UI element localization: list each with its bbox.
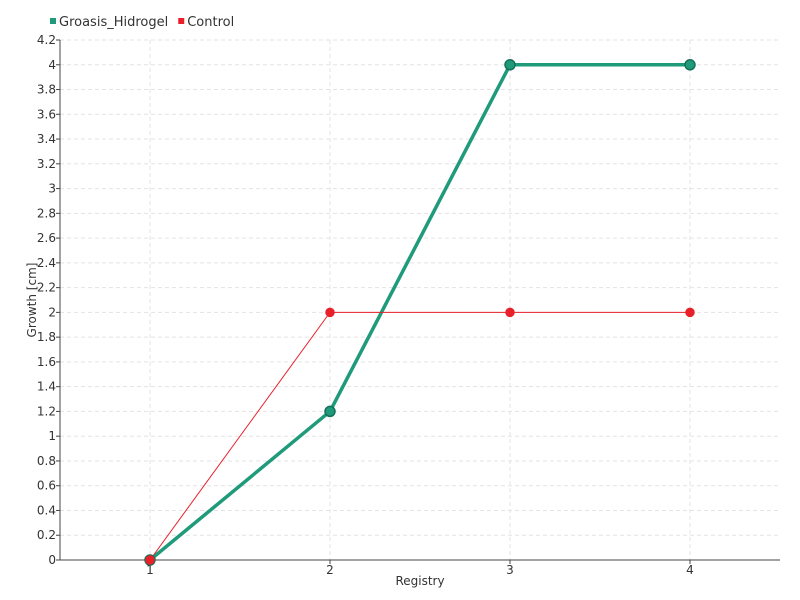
- grid-lines: [60, 39, 780, 560]
- y-tick-label: 3.4: [37, 132, 56, 146]
- y-tick-label: 3.6: [37, 107, 56, 121]
- y-tick-label: 1.4: [37, 380, 56, 394]
- y-tick-label: 0.6: [37, 479, 56, 493]
- series-line-groasis-hidrogel: [148, 63, 692, 562]
- y-tick-label: 1.8: [37, 330, 56, 344]
- y-axis-title: Growth [cm]: [25, 263, 39, 338]
- x-axis-title: Registry: [395, 574, 444, 588]
- y-tick-label: 2.6: [37, 231, 56, 245]
- y-tick-label: 2.2: [37, 281, 56, 295]
- y-tick-label: 1: [48, 429, 56, 443]
- data-point-groasis-hidrogel: [504, 59, 516, 71]
- x-tick-label: 4: [686, 563, 694, 577]
- data-point-control: [325, 307, 335, 318]
- y-tick-label: 0.2: [37, 528, 56, 542]
- x-tick-label: 1: [146, 563, 154, 577]
- series-lines: [144, 59, 696, 566]
- y-tick-label: 4.2: [37, 33, 56, 47]
- y-tick-label: 3.2: [37, 157, 56, 171]
- y-tick-label: 1.2: [37, 404, 56, 418]
- x-tick-label: 2: [326, 563, 334, 577]
- y-tick-labels: 0 0.2 0.4 0.6 0.8 1 1.2 1.4 1.6 1.8 2 2.2 2.4 2.6 2.8 3…: [37, 33, 60, 567]
- y-tick-label: 1.6: [37, 355, 56, 369]
- axes: [59, 40, 780, 561]
- data-point-control: [505, 307, 515, 318]
- x-tick-label: 3: [506, 563, 514, 577]
- y-tick-label: 2.8: [37, 206, 56, 220]
- legend-label: Groasis_Hidrogel: [59, 15, 168, 30]
- y-tick-label: 4: [48, 58, 56, 72]
- y-tick-label: 3: [48, 182, 56, 196]
- y-tick-label: 2: [48, 305, 56, 319]
- data-point-control: [145, 555, 155, 565]
- y-tick-label: 3.8: [37, 83, 56, 97]
- legend-label: Control: [187, 15, 234, 30]
- y-tick-label: 0.4: [37, 503, 56, 517]
- series-line-control: [149, 311, 691, 561]
- legend-swatch: [50, 18, 56, 24]
- legend: Groasis_Hidrogel Control: [50, 15, 234, 30]
- legend-swatch: [178, 18, 185, 24]
- y-tick-label: 0.8: [37, 454, 56, 468]
- data-point-groasis-hidrogel: [324, 405, 336, 418]
- data-point-control: [685, 307, 695, 318]
- y-tick-label: 0: [48, 553, 56, 567]
- y-tick-label: 2.4: [37, 256, 56, 270]
- data-point-groasis-hidrogel: [684, 59, 696, 71]
